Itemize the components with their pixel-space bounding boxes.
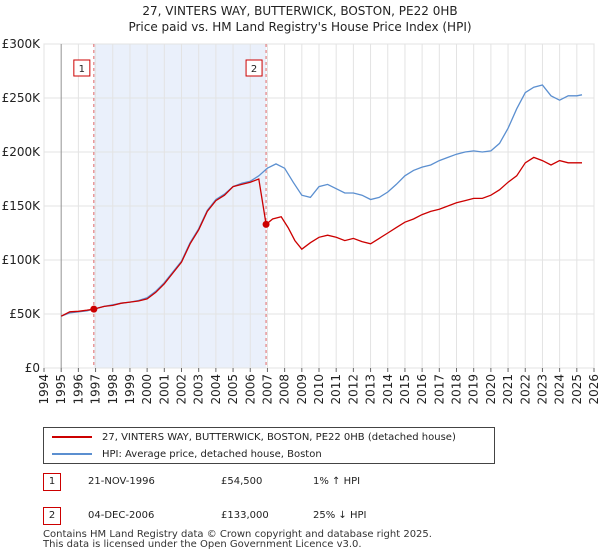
sale-number-badge: 2 (43, 507, 61, 525)
sale-marker (262, 220, 270, 228)
sale-hpi-comparison: 1% ↑ HPI (313, 476, 361, 487)
x-tick-label: 2002 (175, 374, 189, 405)
x-tick-label: 1998 (106, 374, 120, 405)
y-tick-label: £200K (2, 145, 42, 159)
event-label-box (73, 59, 91, 77)
event-label: 2 (251, 64, 257, 75)
x-tick-label: 2009 (295, 374, 309, 405)
x-tick-label: 2005 (226, 374, 240, 405)
x-tick-label: 2016 (415, 374, 429, 405)
property-series-line (60, 156, 582, 317)
x-tick-label: 2022 (518, 374, 532, 405)
x-tick-label: 2012 (346, 374, 360, 405)
sale-number-badge: 1 (43, 473, 61, 491)
legend: 27, VINTERS WAY, BUTTERWICK, BOSTON, PE2… (43, 427, 495, 464)
x-tick-label: 1994 (37, 374, 51, 405)
x-tick-label: 2021 (501, 374, 515, 405)
x-tick-label: 2019 (467, 374, 481, 405)
x-tick-label: 2013 (364, 374, 378, 405)
sale-date: 04-DEC-2006 (88, 510, 155, 521)
y-tick-label: £300K (2, 37, 42, 51)
y-tick-label: £250K (2, 91, 42, 105)
chart-subtitle: Price paid vs. HM Land Registry's House … (128, 20, 472, 34)
x-tick-label: 2014 (381, 374, 395, 405)
sale-hpi-comparison: 25% ↓ HPI (313, 510, 367, 521)
x-tick-label: 2008 (278, 374, 292, 405)
x-tick-label: 2004 (209, 374, 223, 405)
sale-price: £133,000 (221, 510, 269, 521)
legend-label-hpi: HPI: Average price, detached house, Bost… (102, 448, 322, 460)
x-tick-label: 2020 (484, 374, 498, 405)
x-tick-label: 1999 (123, 374, 137, 405)
x-tick-label: 2006 (243, 374, 257, 405)
x-tick-label: 2003 (192, 374, 206, 405)
legend-swatch-hpi (52, 453, 92, 455)
x-tick-label: 2007 (260, 374, 274, 405)
x-tick-label: 1997 (89, 374, 103, 405)
legend-item-hpi: HPI: Average price, detached house, Bost… (52, 446, 322, 462)
legend-label-property: 27, VINTERS WAY, BUTTERWICK, BOSTON, PE2… (102, 431, 456, 443)
y-tick-label: £0 (25, 361, 40, 375)
x-tick-label: 2025 (570, 374, 584, 405)
x-tick-label: 2001 (157, 374, 171, 405)
chart-title: 27, VINTERS WAY, BUTTERWICK, BOSTON, PE2… (142, 4, 458, 18)
x-tick-label: 2017 (432, 374, 446, 405)
footer-copyright: Contains HM Land Registry data © Crown c… (43, 529, 432, 540)
legend-item-property: 27, VINTERS WAY, BUTTERWICK, BOSTON, PE2… (52, 429, 456, 445)
x-tick-label: 1996 (71, 374, 85, 405)
sale-marker (90, 305, 98, 313)
y-tick-label: £100K (2, 253, 42, 267)
x-tick-label: 2015 (398, 374, 412, 405)
sale-price: £54,500 (221, 476, 263, 487)
x-tick-label: 2000 (140, 374, 154, 405)
x-tick-label: 2024 (553, 374, 567, 405)
x-tick-label: 2010 (312, 374, 326, 405)
y-tick-label: £50K (9, 307, 41, 321)
footer-licence: This data is licensed under the Open Gov… (43, 539, 362, 550)
event-label: 1 (79, 64, 85, 75)
x-tick-label: 2023 (535, 374, 549, 405)
x-tick-label: 2011 (329, 374, 343, 405)
y-tick-label: £150K (2, 199, 42, 213)
hpi-series-line (60, 84, 583, 317)
sale-date: 21-NOV-1996 (88, 476, 155, 487)
legend-swatch-property (52, 436, 92, 438)
event-label-box (245, 59, 263, 77)
x-tick-label: 2026 (587, 374, 600, 405)
x-tick-label: 1995 (54, 374, 68, 405)
x-tick-label: 2018 (450, 374, 464, 405)
footer: Contains HM Land Registry data © Crown c… (43, 530, 432, 550)
